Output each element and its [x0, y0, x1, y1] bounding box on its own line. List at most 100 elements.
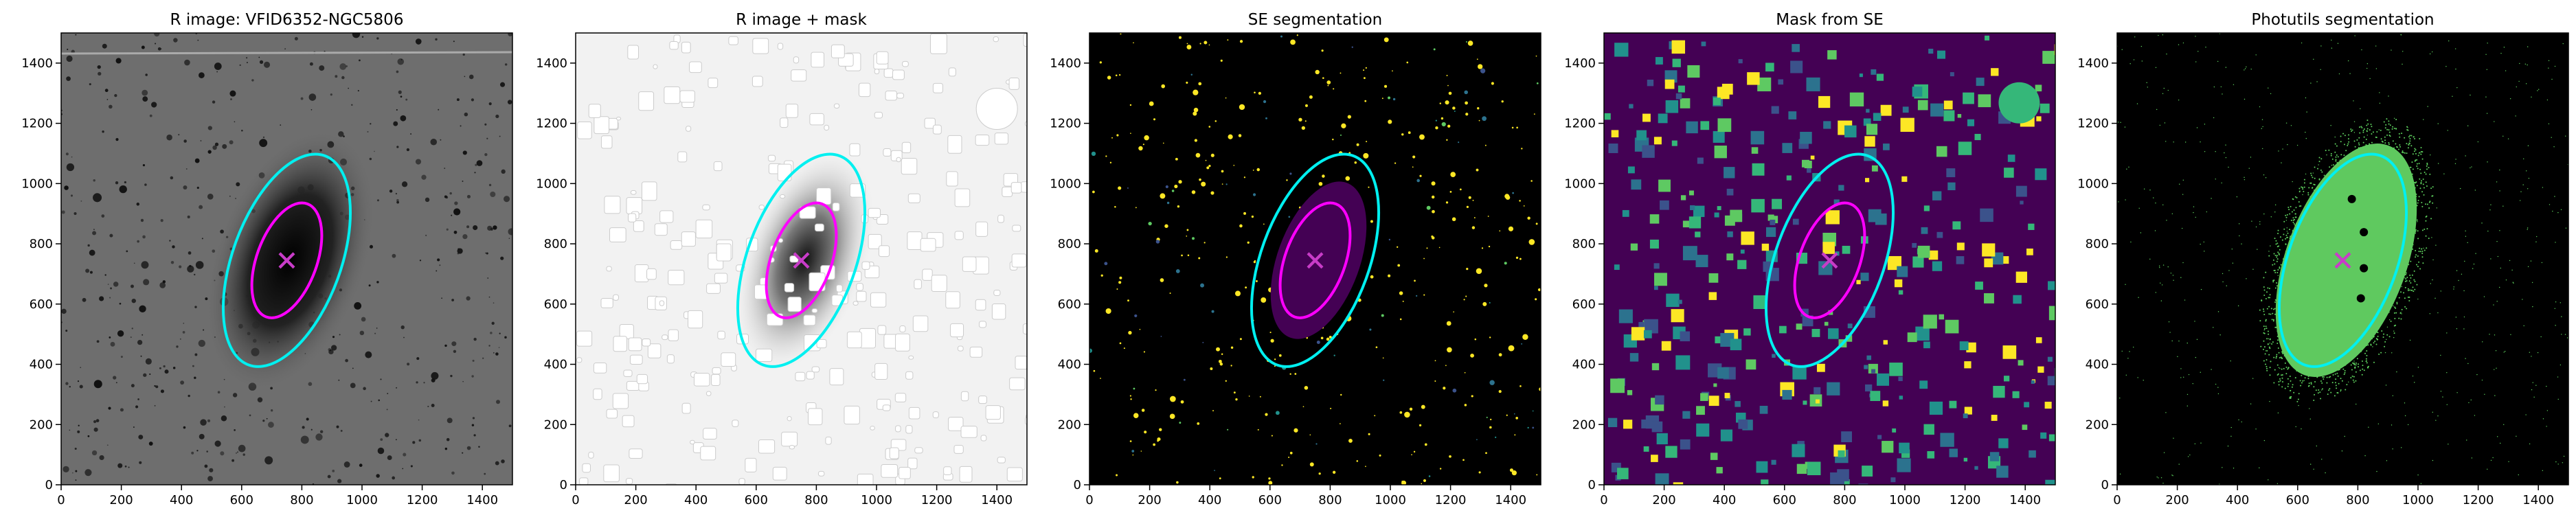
speck: [2313, 386, 2315, 388]
segment: [1489, 336, 1491, 339]
star: [63, 466, 69, 473]
speck: [2426, 163, 2428, 165]
star: [374, 332, 376, 334]
mask-blob: [712, 367, 721, 375]
speck: [2281, 239, 2283, 241]
mask-square: [1894, 279, 1903, 288]
mask-blob: [681, 41, 691, 54]
speck: [2288, 209, 2290, 211]
segment: [1498, 353, 1502, 357]
speck: [2548, 67, 2549, 69]
speck: [2272, 341, 2274, 343]
mask-blob: [1015, 356, 1027, 370]
mask-blob: [975, 135, 990, 146]
segment: [1452, 106, 1456, 110]
star: [70, 194, 74, 197]
segment: [1464, 404, 1467, 407]
mask-square: [2054, 44, 2055, 56]
segment: [1401, 480, 1407, 485]
x-tick-label: 800: [1318, 493, 1342, 507]
y-tick-label: 0: [560, 478, 567, 492]
y-tick-label: 0: [1074, 478, 1081, 492]
galaxy-segment: [1270, 181, 1367, 339]
speck: [2386, 334, 2388, 336]
star: [310, 428, 313, 431]
mask-blob: [945, 291, 960, 309]
speck: [2307, 194, 2309, 196]
mask-blob: [920, 238, 936, 252]
speck: [2306, 111, 2307, 113]
mask-blob: [732, 420, 739, 427]
star: [504, 63, 508, 66]
mask-square: [1701, 41, 1706, 47]
segment: [1431, 181, 1436, 186]
mask-square: [1610, 378, 1625, 393]
segment: [1404, 411, 1410, 418]
segment: [1477, 107, 1480, 110]
star: [194, 158, 200, 163]
speck: [2397, 146, 2399, 148]
mask-blob: [795, 371, 806, 382]
speck: [2263, 360, 2265, 362]
mask-blob: [646, 268, 657, 280]
speck: [2284, 387, 2286, 389]
speck: [2264, 353, 2266, 355]
mask-square: [1827, 382, 1840, 396]
speck: [2262, 308, 2264, 310]
speck: [2302, 380, 2304, 382]
y-tick-label: 400: [1572, 358, 1596, 372]
star: [236, 182, 240, 187]
segment: [1216, 347, 1220, 352]
mask-square: [1882, 400, 1889, 407]
speck: [2285, 366, 2287, 368]
y-tick-label: 400: [1058, 358, 1081, 372]
segment: [1304, 104, 1308, 107]
star: [400, 115, 407, 122]
speck: [2244, 98, 2246, 100]
mask-square: [1690, 205, 1695, 211]
speck: [2388, 144, 2390, 146]
star: [340, 429, 343, 432]
speck: [2296, 400, 2298, 402]
speck: [2396, 303, 2398, 305]
star: [378, 399, 381, 402]
speck: [2419, 152, 2421, 154]
segment: [1388, 274, 1391, 277]
speck: [2327, 393, 2329, 396]
mask-square: [1864, 365, 1868, 369]
mask-blob: [902, 60, 909, 67]
segment: [1318, 181, 1323, 186]
segment: [1340, 393, 1342, 396]
segment: [1274, 365, 1276, 367]
speck: [2300, 385, 2302, 387]
speck: [2149, 258, 2151, 260]
star: [466, 225, 470, 229]
star: [412, 441, 416, 444]
y-tick-label: 1200: [2077, 117, 2109, 131]
star: [199, 433, 205, 439]
speck: [2268, 346, 2270, 348]
mask-blob: [856, 283, 863, 291]
segment: [1519, 200, 1521, 202]
mask-square: [1943, 100, 1953, 110]
center-marker: [278, 252, 295, 269]
segment: [1363, 69, 1365, 71]
segment: [1446, 74, 1448, 76]
y-tick-label: 1400: [2077, 56, 2109, 71]
segment: [1519, 385, 1522, 387]
star: [308, 382, 313, 387]
mask-blob: [962, 256, 977, 272]
mask-blob: [985, 405, 1001, 420]
star: [472, 359, 475, 362]
speck: [2362, 368, 2364, 370]
segment: [1413, 450, 1416, 453]
mask-square: [1653, 137, 1662, 145]
segment: [1190, 73, 1193, 76]
star: [124, 465, 127, 468]
speck: [2410, 260, 2412, 262]
star: [93, 380, 102, 389]
star: [352, 367, 354, 369]
segment: [1426, 247, 1428, 249]
mask-square: [1708, 396, 1719, 407]
speck: [2274, 313, 2276, 315]
